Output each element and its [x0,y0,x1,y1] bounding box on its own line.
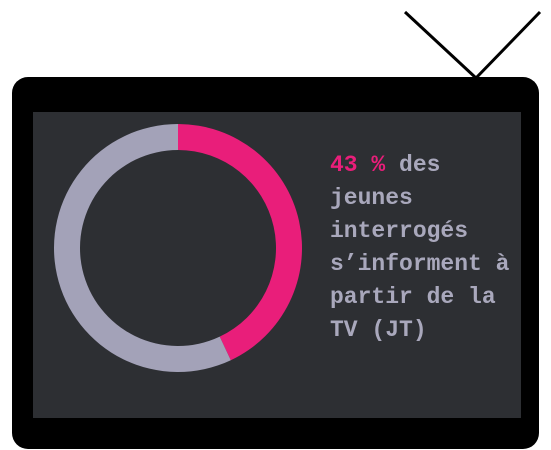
caption: 43 % des jeunes interrogés s’informent à… [330,149,530,347]
donut [53,124,302,372]
antenna [403,10,478,80]
antenna [474,10,542,80]
donut-segment [178,124,302,361]
annotation: des jeunes interrogés s’informent à part… [330,152,510,343]
value-label: 43 % [330,152,386,178]
donut-segment [53,124,231,372]
